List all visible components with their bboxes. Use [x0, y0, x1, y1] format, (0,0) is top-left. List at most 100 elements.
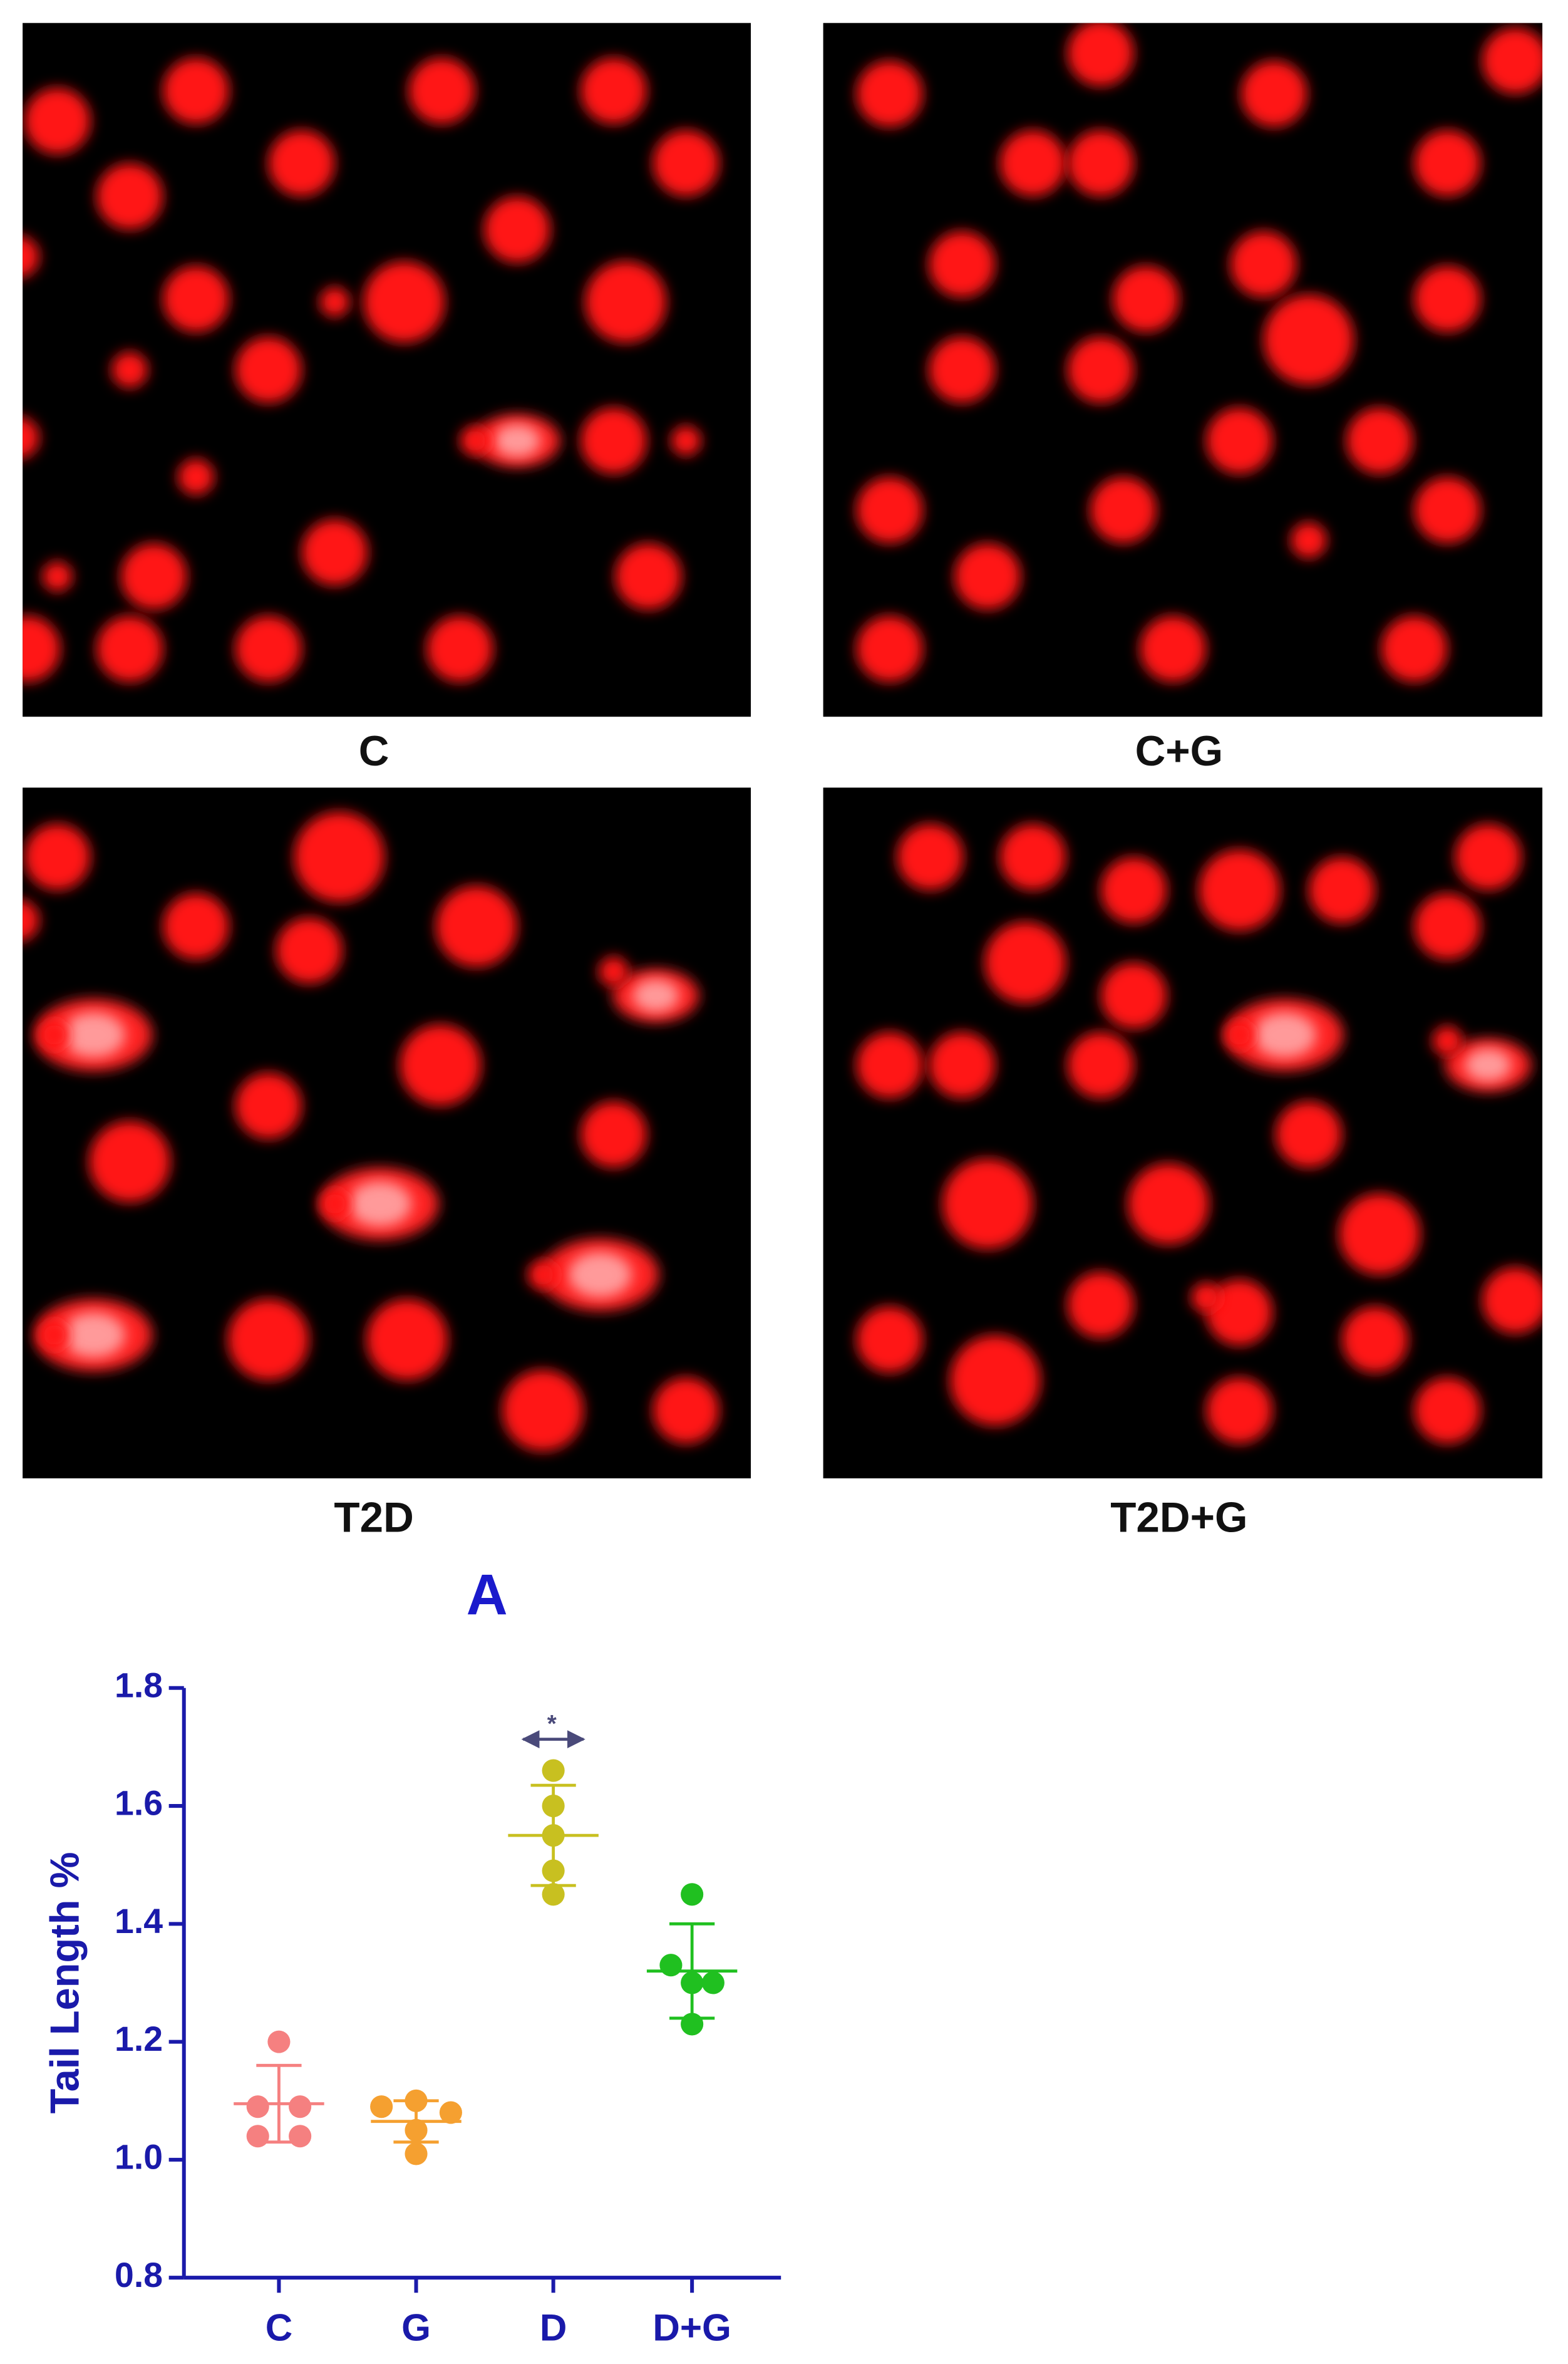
- cell: [1090, 477, 1157, 544]
- cell: [39, 1020, 70, 1050]
- cell: [949, 1335, 1041, 1426]
- cell: [598, 956, 629, 987]
- cell: [652, 130, 720, 197]
- cell: [96, 615, 163, 682]
- cell: [1432, 1025, 1463, 1056]
- plot: 0.8 1.0 1.2 1.4 1.6 1.8 Tail Length % C G D D+G *: [42, 1666, 781, 2348]
- cell: [319, 287, 350, 318]
- cell: [120, 543, 187, 610]
- data-point: [246, 2095, 269, 2118]
- data-point: [405, 2142, 428, 2165]
- cell: [1275, 1101, 1342, 1168]
- cell: [1127, 1163, 1209, 1245]
- cell: [942, 1158, 1033, 1250]
- comet-head: [1465, 1048, 1512, 1082]
- panel-cells: [856, 824, 1543, 1444]
- panel-label: T2D: [334, 1494, 413, 1541]
- cell: [1067, 130, 1134, 197]
- cell: [671, 425, 701, 456]
- comet-head: [61, 1012, 125, 1058]
- cell: [1100, 857, 1167, 924]
- data-point: [681, 1883, 704, 1906]
- cell: [235, 336, 302, 403]
- cell: [319, 1188, 350, 1219]
- cell: [1206, 1279, 1273, 1346]
- cell: [1067, 336, 1134, 403]
- cell: [178, 459, 214, 495]
- comet-head: [632, 979, 679, 1013]
- cell: [363, 261, 445, 343]
- y-tick-label: 0.8: [115, 2256, 163, 2294]
- comet-head: [1252, 1012, 1316, 1058]
- cell: [268, 130, 335, 197]
- x-tick-label: D+G: [652, 2306, 731, 2348]
- x-tick-label: C: [266, 2306, 292, 2348]
- cell: [24, 88, 91, 155]
- cell: [527, 1259, 558, 1290]
- cell: [163, 266, 229, 333]
- cell: [1482, 1267, 1543, 1334]
- figure-label: A: [467, 1563, 508, 1627]
- cell: [1414, 893, 1481, 960]
- cell: [1414, 266, 1481, 333]
- cell: [227, 1299, 309, 1381]
- cell: [1206, 1377, 1273, 1444]
- cell: [1100, 962, 1167, 1029]
- cell: [1381, 615, 1448, 682]
- cell: [1346, 407, 1413, 474]
- cell: [1414, 130, 1481, 197]
- data-point: [439, 2101, 462, 2124]
- cell: [483, 196, 550, 263]
- comet-head: [348, 1181, 412, 1227]
- cell: [39, 1320, 70, 1350]
- cell: [1191, 1282, 1222, 1313]
- y-tick-label: 1.0: [115, 2138, 163, 2177]
- cell: [856, 615, 923, 682]
- cell: [111, 351, 148, 388]
- cell: [856, 1306, 923, 1373]
- panel-cells: [23, 58, 720, 682]
- cell: [1414, 477, 1481, 544]
- cell: [235, 615, 302, 682]
- cell: [929, 336, 996, 403]
- cell: [294, 811, 384, 903]
- cell: [42, 561, 73, 592]
- panel-cells: [23, 811, 720, 1451]
- cell: [1067, 23, 1134, 86]
- comet-head: [493, 424, 540, 458]
- cell: [984, 921, 1066, 1003]
- cell: [96, 163, 163, 230]
- cell: [1140, 615, 1207, 682]
- cell: [1067, 1032, 1134, 1099]
- cell: [408, 58, 475, 125]
- cell: [999, 130, 1066, 197]
- cell: [897, 824, 964, 891]
- y-tick-label: 1.8: [115, 1666, 163, 1704]
- data-point: [246, 2125, 269, 2148]
- cell: [235, 1072, 302, 1139]
- cell: [23, 615, 61, 682]
- cell: [580, 58, 647, 125]
- cell: [23, 417, 39, 459]
- cell: [23, 899, 39, 941]
- panel-cells: [856, 23, 1543, 682]
- cell: [23, 236, 39, 277]
- data-point: [542, 1883, 565, 1906]
- cell: [929, 231, 996, 298]
- cell: [929, 1032, 996, 1099]
- cell: [1206, 407, 1273, 474]
- cell: [1308, 857, 1375, 924]
- y-axis-label: Tail Length %: [42, 1852, 88, 2114]
- cell: [1341, 1306, 1408, 1373]
- data-point: [701, 1971, 725, 1994]
- cell: [301, 519, 368, 586]
- cell: [366, 1299, 448, 1381]
- y-tick-label: 1.6: [115, 1784, 163, 1823]
- x-tick-label: G: [401, 2306, 431, 2348]
- x-tick-label: D: [540, 2306, 567, 2348]
- panel-label: C+G: [1135, 728, 1223, 775]
- cell: [1224, 1020, 1255, 1050]
- data-point: [289, 2125, 312, 2148]
- cell: [615, 543, 682, 610]
